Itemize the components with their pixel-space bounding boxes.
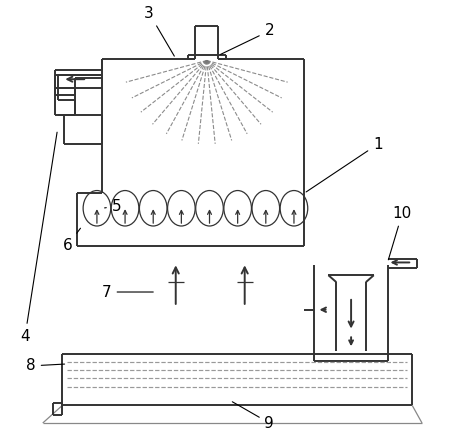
- Text: 8: 8: [26, 359, 65, 373]
- Text: 7: 7: [102, 284, 153, 300]
- Text: 6: 6: [62, 228, 80, 253]
- Ellipse shape: [224, 191, 251, 226]
- Text: 10: 10: [388, 206, 412, 260]
- Ellipse shape: [167, 191, 195, 226]
- Text: 1: 1: [306, 137, 383, 192]
- Ellipse shape: [252, 191, 280, 226]
- Ellipse shape: [83, 191, 111, 226]
- Ellipse shape: [111, 191, 139, 226]
- Text: 4: 4: [20, 132, 57, 344]
- Ellipse shape: [140, 191, 167, 226]
- Text: 3: 3: [144, 6, 174, 56]
- Text: 5: 5: [105, 199, 121, 214]
- Ellipse shape: [196, 191, 223, 226]
- Ellipse shape: [280, 191, 308, 226]
- Text: 9: 9: [232, 402, 274, 430]
- Text: 2: 2: [220, 23, 274, 55]
